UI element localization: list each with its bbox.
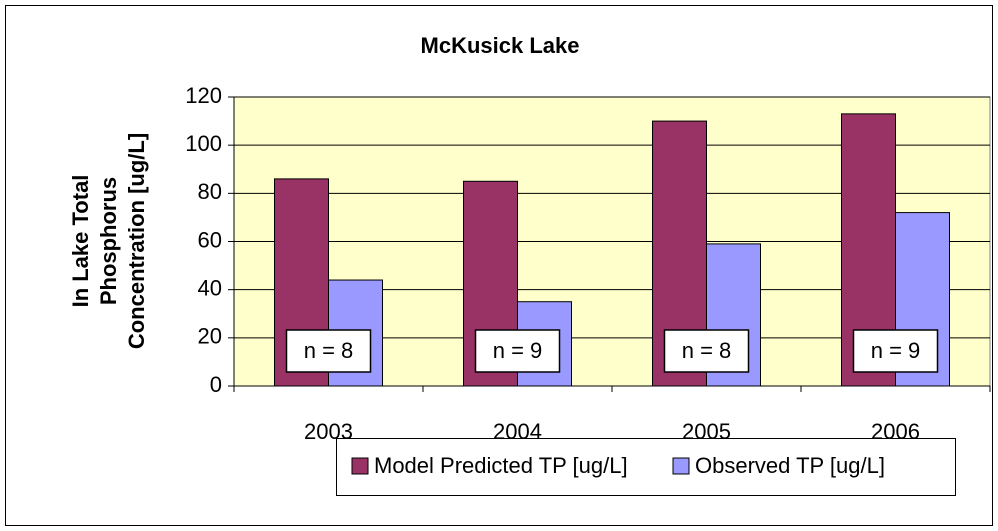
legend-swatch: [672, 457, 690, 475]
y-axis-label: In Lake Total Phosphorus Concentration [ug…: [68, 133, 149, 349]
y-tick-label: 0: [210, 372, 222, 397]
annotation-box: [663, 329, 750, 373]
annotation: n = 9: [493, 338, 543, 363]
y-tick-label: 100: [185, 131, 222, 156]
annotation-box: [474, 329, 561, 373]
annotation-box: [852, 329, 939, 373]
chart-title: McKusick Lake: [421, 33, 580, 58]
annotation: n = 8: [304, 338, 354, 363]
y-tick-label: 120: [185, 83, 222, 108]
annotation: n = 9: [871, 338, 921, 363]
legend-swatch: [351, 457, 369, 475]
y-tick-label: 60: [198, 227, 222, 252]
y-tick-label: 20: [198, 324, 222, 349]
legend-label: Model Predicted TP [ug/L]: [374, 453, 628, 478]
legend-box: [336, 438, 956, 496]
y-axis-label-line: Concentration [ug/L]: [124, 133, 149, 349]
y-tick-label: 40: [198, 275, 222, 300]
annotation-box: [285, 329, 372, 373]
legend-label: Observed TP [ug/L]: [695, 453, 885, 478]
annotation: n = 8: [682, 338, 732, 363]
y-axis-label-line: Phosphorus: [96, 177, 121, 305]
y-tick-label: 80: [198, 179, 222, 204]
y-axis-label-line: In Lake Total: [68, 175, 93, 308]
